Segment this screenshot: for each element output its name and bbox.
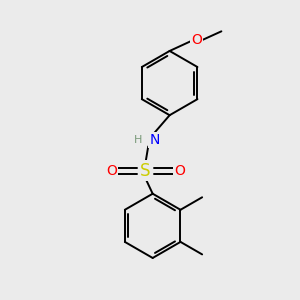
Text: S: S xyxy=(140,161,151,179)
Text: O: O xyxy=(106,164,117,178)
Text: O: O xyxy=(174,164,185,178)
Text: N: N xyxy=(149,133,160,147)
Text: H: H xyxy=(134,135,142,145)
Text: O: O xyxy=(191,33,202,47)
